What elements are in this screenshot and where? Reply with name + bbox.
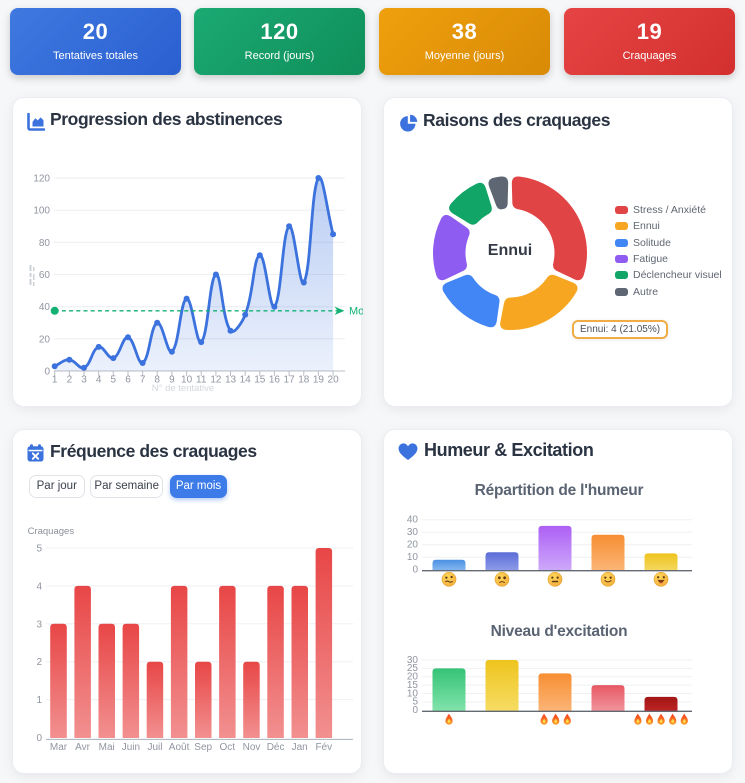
svg-text:Mar: Mar: [50, 742, 68, 753]
svg-text:17: 17: [284, 375, 296, 386]
svg-text:9: 9: [169, 375, 175, 386]
svg-text:10: 10: [407, 688, 419, 699]
svg-text:Juil: Juil: [147, 742, 162, 753]
svg-text:6: 6: [125, 375, 131, 386]
svg-text:2: 2: [36, 657, 42, 668]
svg-text:10: 10: [407, 552, 419, 563]
svg-text:20: 20: [328, 375, 340, 386]
svg-text:1: 1: [36, 695, 42, 706]
svg-text:Fév: Fév: [315, 742, 332, 753]
svg-text:4: 4: [96, 375, 102, 386]
svg-text:4: 4: [36, 581, 42, 592]
svg-text:30: 30: [407, 655, 419, 666]
svg-text:0: 0: [412, 705, 418, 716]
svg-text:19: 19: [313, 375, 325, 386]
svg-text:15: 15: [407, 680, 419, 691]
svg-text:Nov: Nov: [243, 742, 261, 753]
svg-text:80: 80: [39, 238, 51, 249]
svg-text:20: 20: [407, 672, 419, 683]
svg-text:40: 40: [407, 515, 419, 526]
svg-text:60: 60: [39, 270, 51, 281]
svg-text:8: 8: [154, 375, 160, 386]
svg-text:Août: Août: [169, 742, 190, 753]
svg-text:5: 5: [412, 697, 418, 708]
svg-text:N° de tentative: N° de tentative: [152, 383, 214, 394]
svg-text:Mai: Mai: [99, 742, 115, 753]
svg-text:3: 3: [81, 375, 87, 386]
svg-text:18: 18: [298, 375, 310, 386]
svg-text:1: 1: [52, 375, 58, 386]
svg-text:Moyenne: 37.4: Moyenne: 37.4: [349, 306, 363, 318]
svg-text:0: 0: [36, 733, 42, 744]
svg-text:0: 0: [44, 367, 50, 378]
svg-text:0: 0: [412, 565, 418, 576]
svg-text:14: 14: [240, 375, 252, 386]
svg-text:Craquages: Craquages: [28, 526, 75, 537]
svg-text:Déc: Déc: [267, 742, 285, 753]
svg-text:20: 20: [39, 334, 51, 345]
svg-text:7: 7: [140, 375, 146, 386]
svg-text:10: 10: [181, 375, 193, 386]
svg-text:30: 30: [407, 527, 419, 538]
svg-text:40: 40: [39, 302, 51, 313]
svg-text:Avr: Avr: [75, 742, 90, 753]
svg-text:16: 16: [269, 375, 281, 386]
svg-text:20: 20: [407, 540, 419, 551]
svg-text:Ennui: Ennui: [488, 242, 532, 259]
svg-text:15: 15: [254, 375, 266, 386]
svg-text:Oct: Oct: [220, 742, 236, 753]
svg-text:2: 2: [67, 375, 73, 386]
svg-text:5: 5: [111, 375, 117, 386]
svg-text:5: 5: [36, 544, 42, 555]
svg-text:25: 25: [407, 663, 419, 674]
svg-text:Sep: Sep: [194, 742, 212, 753]
svg-text:12: 12: [210, 375, 222, 386]
svg-text:Jan: Jan: [292, 742, 308, 753]
svg-text:120: 120: [33, 174, 50, 185]
svg-text:100: 100: [33, 206, 50, 217]
svg-text:Juin: Juin: [122, 742, 140, 753]
svg-text:13: 13: [225, 375, 237, 386]
svg-text:11: 11: [196, 375, 207, 386]
svg-text:3: 3: [36, 619, 42, 630]
